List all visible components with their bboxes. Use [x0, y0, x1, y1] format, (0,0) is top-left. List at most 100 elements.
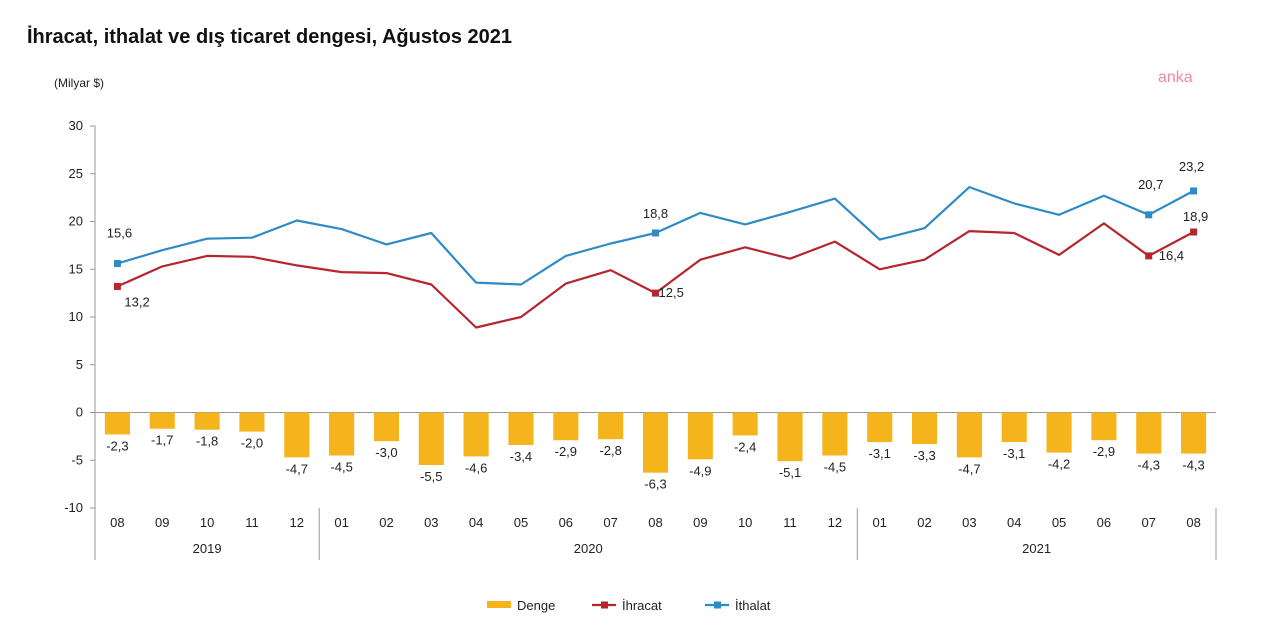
y-tick-label: 10: [69, 309, 83, 324]
bar-value-label: -4,6: [465, 460, 487, 475]
bar-denge: [149, 412, 175, 429]
bar-value-label: -3,1: [1003, 446, 1025, 461]
x-tick-label: 09: [155, 515, 169, 530]
x-tick-label: 02: [379, 515, 393, 530]
x-tick-label: 08: [648, 515, 662, 530]
bar-value-label: -3,1: [868, 446, 890, 461]
bar-denge: [1136, 412, 1162, 454]
x-tick-label: 12: [290, 515, 304, 530]
point-label-ihracat: 12,5: [659, 285, 684, 300]
y-tick-label: 30: [69, 118, 83, 133]
x-tick-label: 06: [1097, 515, 1111, 530]
chart-title: İhracat, ithalat ve dış ticaret dengesi,…: [27, 26, 512, 48]
bar-denge: [239, 412, 265, 432]
bar-denge: [194, 412, 220, 430]
legend-label-denge: Denge: [517, 598, 555, 613]
x-tick-label: 03: [962, 515, 976, 530]
x-tick-label: 09: [693, 515, 707, 530]
bar-value-label: -4,9: [689, 463, 711, 478]
x-tick-label: 10: [200, 515, 214, 530]
bar-denge: [463, 412, 489, 457]
y-tick-label: 15: [69, 261, 83, 276]
bar-denge: [508, 412, 534, 445]
bar-denge: [777, 412, 803, 462]
bar-value-label: -1,8: [196, 434, 218, 449]
bar-denge: [956, 412, 982, 458]
year-label: 2019: [193, 541, 222, 556]
bar-denge: [822, 412, 848, 456]
bar-value-label: -5,5: [420, 469, 442, 484]
bar-value-label: -4,2: [1048, 457, 1070, 472]
x-tick-label: 04: [1007, 515, 1021, 530]
year-label: 2021: [1022, 541, 1051, 556]
x-tick-label: 05: [1052, 515, 1066, 530]
marker-ithalat: [652, 229, 659, 237]
marker-ihracat: [113, 282, 121, 290]
x-tick-label: 06: [559, 515, 573, 530]
bar-denge: [1001, 412, 1027, 443]
x-tick-label: 12: [828, 515, 842, 530]
bar-value-label: -4,5: [824, 459, 846, 474]
point-label-ihracat: 16,4: [1159, 248, 1184, 263]
point-label-ithalat: 20,7: [1138, 177, 1163, 192]
bar-denge: [911, 412, 938, 445]
point-label-ithalat: 23,2: [1179, 159, 1204, 174]
bar-denge: [598, 412, 624, 440]
bar-value-label: -4,3: [1138, 458, 1160, 473]
point-label-ithalat: 18,8: [643, 206, 668, 221]
x-tick-label: 11: [245, 515, 259, 530]
bar-denge: [284, 412, 310, 458]
bar-value-label: -4,7: [286, 461, 308, 476]
x-tick-label: 07: [1142, 515, 1156, 530]
legend-label-ithalat: İthalat: [735, 598, 771, 613]
bar-denge: [642, 412, 669, 473]
x-tick-label: 03: [424, 515, 438, 530]
x-tick-label: 08: [1186, 515, 1200, 530]
bar-value-label: -3,3: [913, 448, 935, 463]
bar-value-label: -4,7: [958, 461, 980, 476]
bar-denge: [418, 412, 444, 466]
bar-denge: [329, 412, 355, 456]
y-tick-label: 0: [76, 405, 83, 420]
marker-ihracat: [1190, 228, 1198, 236]
marker-ithalat: [1190, 187, 1198, 195]
y-tick-label: 5: [76, 357, 83, 372]
bar-value-label: -3,4: [510, 449, 532, 464]
legend-label-ihracat: İhracat: [622, 598, 662, 613]
y-tick-label: -5: [71, 452, 83, 467]
bar-denge: [1046, 412, 1072, 453]
y-tick-label: 25: [69, 166, 83, 181]
bar-value-label: -1,7: [151, 433, 173, 448]
legend-marker-ithalat: [714, 601, 721, 609]
x-tick-label: 10: [738, 515, 752, 530]
x-tick-label: 01: [872, 515, 886, 530]
bar-value-label: -2,0: [241, 436, 263, 451]
bar-denge: [104, 412, 130, 435]
bar-denge: [732, 412, 758, 436]
bar-value-label: -2,4: [734, 439, 756, 454]
x-tick-label: 11: [783, 515, 797, 530]
year-label: 2020: [574, 541, 603, 556]
bar-value-label: -3,0: [375, 445, 397, 460]
bar-value-label: -2,8: [599, 443, 621, 458]
bar-denge: [1181, 412, 1207, 454]
point-label-ithalat: 15,6: [107, 226, 132, 241]
marker-ithalat: [1145, 211, 1153, 219]
bar-denge: [687, 412, 713, 460]
bar-value-label: -2,9: [1093, 444, 1115, 459]
watermark-logo: anka: [1158, 69, 1193, 86]
point-label-ihracat: 13,2: [124, 294, 149, 309]
bar-value-label: -6,3: [644, 477, 666, 492]
x-tick-label: 08: [110, 515, 124, 530]
x-tick-label: 02: [917, 515, 931, 530]
marker-ithalat: [113, 260, 121, 268]
bar-value-label: -4,5: [330, 459, 352, 474]
bar-value-label: -5,1: [779, 465, 801, 480]
bar-denge: [1091, 412, 1117, 441]
y-tick-label: 20: [69, 214, 83, 229]
x-tick-label: 05: [514, 515, 528, 530]
marker-ihracat: [1145, 252, 1153, 260]
x-tick-label: 04: [469, 515, 483, 530]
line-ihracat: [116, 222, 1195, 329]
marker-ihracat: [652, 289, 659, 297]
